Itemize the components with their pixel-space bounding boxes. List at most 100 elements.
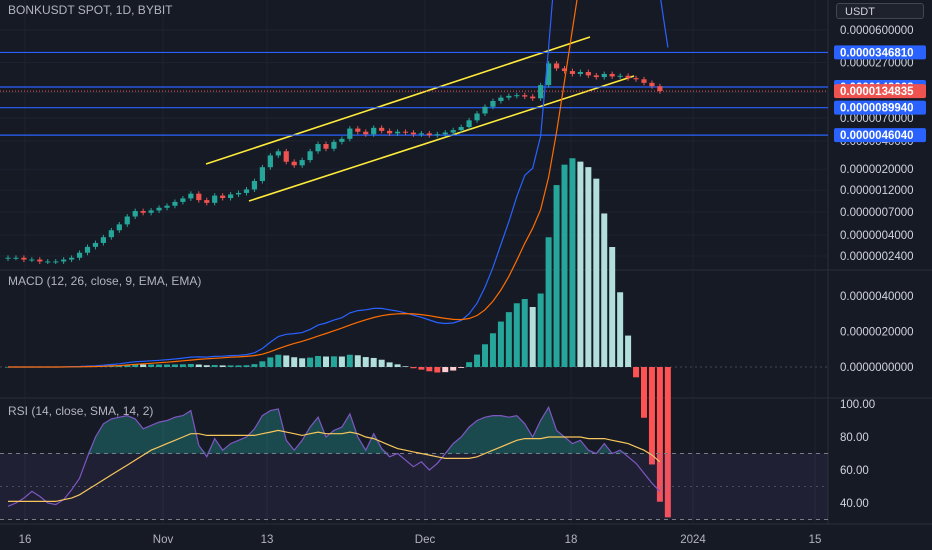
candle bbox=[307, 151, 313, 161]
macd-histogram-bar bbox=[648, 367, 655, 465]
candle bbox=[633, 78, 639, 80]
macd-histogram-bar bbox=[402, 366, 409, 367]
macd-histogram-bar bbox=[593, 178, 600, 367]
candle bbox=[482, 106, 488, 114]
macd-histogram-bar bbox=[362, 357, 369, 367]
candle bbox=[657, 86, 663, 92]
candle bbox=[625, 75, 631, 79]
macd-histogram-bar bbox=[275, 354, 282, 367]
macd-histogram-bar bbox=[171, 364, 178, 367]
macd-histogram-bar bbox=[203, 365, 210, 367]
candle bbox=[156, 207, 162, 211]
macd-histogram-bar bbox=[219, 365, 226, 367]
macd-histogram-bar bbox=[410, 367, 417, 369]
candle bbox=[530, 96, 536, 99]
macd-histogram-bar bbox=[513, 303, 520, 367]
candle bbox=[522, 95, 528, 97]
candle bbox=[124, 216, 130, 225]
currency-button[interactable]: USDT bbox=[836, 3, 924, 19]
candle bbox=[45, 261, 51, 263]
price-tick-label: 0.0000600000 bbox=[840, 25, 914, 37]
level-price-tag bbox=[834, 128, 926, 143]
candle bbox=[561, 68, 568, 72]
time-tick-label: 15 bbox=[809, 534, 822, 546]
macd-histogram-bar bbox=[227, 365, 234, 367]
macd-histogram-bar bbox=[521, 299, 528, 367]
macd-histogram-bar bbox=[625, 335, 632, 367]
macd-histogram-bar bbox=[633, 367, 640, 378]
price-axis[interactable]: 0.00006000000.00002700000.00001300000.00… bbox=[834, 25, 926, 510]
macd-histogram-bar bbox=[235, 365, 242, 367]
signal-line bbox=[8, 0, 578, 368]
macd-histogram-bar bbox=[426, 367, 433, 372]
candle bbox=[188, 193, 194, 199]
candle bbox=[490, 100, 496, 107]
price-tick-label: 0.0000270000 bbox=[840, 58, 914, 70]
candle bbox=[53, 261, 59, 263]
macd-histogram-bar bbox=[418, 367, 425, 370]
candle bbox=[394, 131, 401, 134]
candle bbox=[69, 257, 75, 260]
candle bbox=[235, 192, 242, 195]
candle bbox=[649, 82, 655, 87]
candle bbox=[61, 259, 67, 262]
price-tick-label: 0.0000004000 bbox=[840, 230, 914, 242]
macd-histogram-bar bbox=[211, 365, 218, 367]
candle bbox=[593, 75, 599, 78]
macd-histogram-bar bbox=[323, 356, 329, 367]
macd-histogram-bar bbox=[148, 364, 155, 367]
level-price-tag bbox=[834, 45, 926, 60]
time-tick-label: Dec bbox=[415, 534, 436, 546]
candle bbox=[379, 127, 385, 131]
time-tick-label: 18 bbox=[565, 534, 578, 546]
candle bbox=[92, 242, 99, 247]
macd-histogram-bar bbox=[140, 364, 147, 367]
candle bbox=[466, 120, 472, 128]
macd-histogram-bar bbox=[497, 321, 504, 367]
macd-histogram-bar bbox=[243, 365, 250, 367]
macd-histogram-bar bbox=[346, 354, 353, 367]
macd-histogram-bar bbox=[386, 362, 393, 367]
rsi-pane[interactable] bbox=[0, 405, 828, 520]
macd-histogram-bar bbox=[482, 344, 488, 367]
macd-histogram-bar bbox=[442, 367, 449, 373]
price-pane[interactable] bbox=[0, 36, 828, 264]
macd-histogram-bar bbox=[601, 213, 608, 367]
candle bbox=[299, 160, 305, 166]
candle bbox=[243, 189, 250, 193]
candle bbox=[426, 133, 432, 136]
macd-histogram-bar bbox=[124, 364, 131, 367]
candle bbox=[474, 113, 480, 121]
channel-lower-line bbox=[248, 75, 635, 202]
macd-histogram-bar bbox=[283, 355, 290, 367]
candle bbox=[291, 161, 297, 166]
macd-histogram-bar bbox=[179, 364, 186, 367]
price-tick-label: 0.0000002400 bbox=[840, 251, 914, 263]
rsi-tick-label: 100.00 bbox=[840, 399, 875, 411]
macd-histogram-bar bbox=[291, 357, 298, 367]
macd-histogram-bar bbox=[378, 359, 385, 367]
level-price-label: 0.0000346810 bbox=[840, 47, 914, 59]
candle bbox=[29, 259, 35, 261]
time-tick-label: 13 bbox=[261, 534, 274, 546]
macd-pane[interactable] bbox=[0, 0, 828, 518]
macd-histogram-bar bbox=[338, 356, 345, 367]
level-price-label: 0.0000089940 bbox=[840, 103, 914, 115]
candle bbox=[100, 237, 106, 243]
rsi-tick-label: 60.00 bbox=[840, 465, 869, 477]
time-axis[interactable]: 16 Nov 13 Dec 18 2024 15 bbox=[19, 534, 822, 546]
macd-histogram-bar bbox=[458, 367, 465, 368]
macd-histogram-bar bbox=[585, 167, 592, 367]
macd-histogram-bar bbox=[450, 367, 457, 371]
price-tick-label: 0.0000070000 bbox=[840, 113, 914, 125]
rsi-tick-label: 80.00 bbox=[840, 432, 869, 444]
channel-upper-line bbox=[205, 36, 591, 165]
candle bbox=[514, 95, 520, 97]
candle bbox=[538, 85, 544, 99]
candle bbox=[331, 141, 337, 149]
candle bbox=[617, 75, 623, 77]
candle bbox=[212, 195, 218, 203]
candle bbox=[402, 131, 409, 133]
macd-line bbox=[8, 0, 669, 368]
